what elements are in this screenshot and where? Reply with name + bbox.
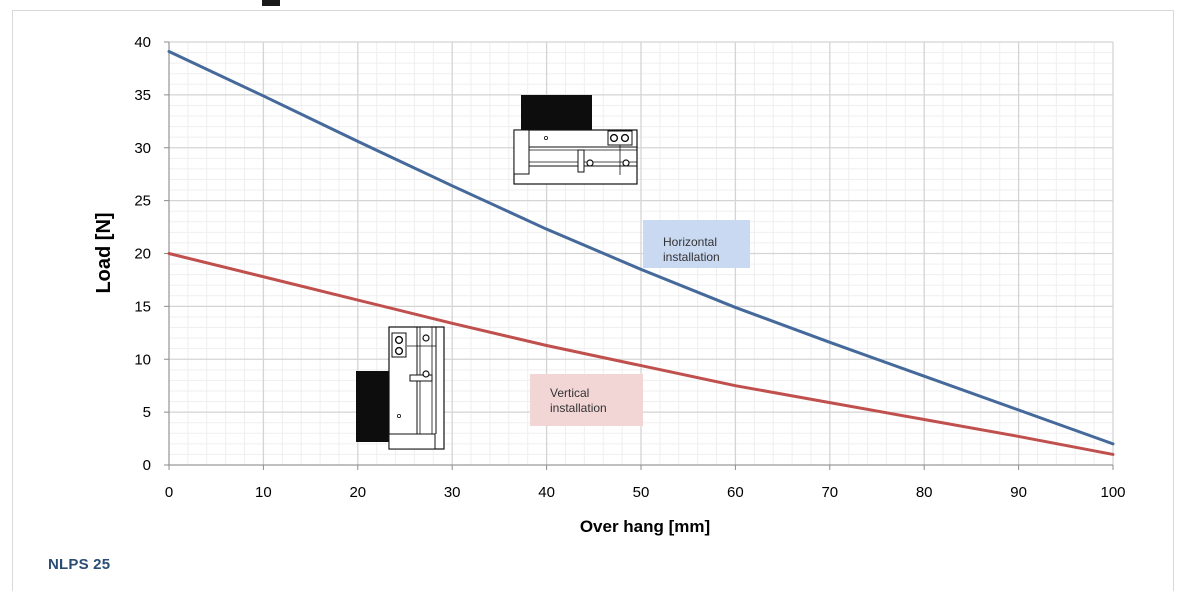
y-tick-label: 40: [134, 34, 151, 51]
x-tick-label: 80: [916, 484, 933, 501]
x-axis-title: Over hang [mm]: [580, 517, 710, 536]
series-lines: [167, 50, 1115, 456]
header-fragment: [262, 0, 280, 6]
x-tick-label: 10: [255, 484, 272, 501]
x-tick-label: 20: [349, 484, 366, 501]
y-tick-label: 25: [134, 193, 151, 210]
x-tick-label: 30: [444, 484, 461, 501]
y-tick-label: 10: [134, 351, 151, 368]
vertical-callout-line1: Vertical: [550, 386, 590, 400]
horizontal-actuator-diagram-icon: [513, 95, 638, 185]
horizontal-installation-callout: Horizontal installation: [643, 220, 750, 268]
vertical-actuator-diagram-icon: [356, 326, 445, 450]
y-tick-label: 30: [134, 140, 151, 157]
y-axis-title: Load [N]: [93, 212, 115, 293]
figure-frame: [12, 10, 1174, 591]
x-tick-label: 0: [165, 484, 173, 501]
y-tick-label: 35: [134, 87, 151, 104]
horizontal-callout-line1: Horizontal: [663, 235, 718, 249]
x-tick-label: 40: [538, 484, 555, 501]
model-caption: NLPS 25: [48, 556, 111, 573]
x-tick-labels: 0 10 20 30 40 50 60 70 80 90 100: [165, 484, 1126, 501]
y-tick-label: 0: [143, 457, 151, 474]
vertical-installation-callout: Vertical installation: [530, 374, 643, 426]
x-tick-label: 60: [727, 484, 744, 501]
x-tick-label: 90: [1010, 484, 1027, 501]
y-tick-labels: 0 5 10 15 20 25 30 35 40: [134, 34, 151, 474]
horizontal-callout-line2: installation: [663, 250, 720, 264]
y-tick-label: 15: [134, 298, 151, 315]
vertical-installation-line: [167, 252, 1115, 456]
major-grid: [168, 41, 1114, 466]
horizontal-installation-line: [167, 50, 1115, 446]
x-tick-label: 100: [1100, 484, 1125, 501]
x-tick-label: 50: [633, 484, 650, 501]
vertical-callout-line2: installation: [550, 401, 607, 415]
y-tick-label: 5: [143, 404, 151, 421]
x-tick-label: 70: [821, 484, 838, 501]
y-tick-label: 20: [134, 246, 151, 263]
